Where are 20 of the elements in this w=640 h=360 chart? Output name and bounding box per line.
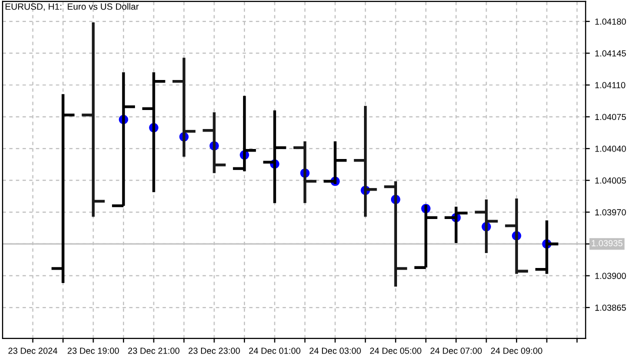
y-tick-label: 1.04040 — [595, 146, 626, 152]
y-tick-label: 1.03900 — [595, 272, 626, 279]
y-tick-label: 1.04145 — [595, 50, 626, 56]
y-tick-label: 1.03865 — [595, 304, 626, 311]
x-tick-label: 23 Dec 2024 — [8, 348, 58, 354]
chart-title: EURUSD, H1: Euro vs US Dollar — [6, 3, 139, 11]
x-tick-label: 23 Dec 23:00 — [188, 348, 240, 354]
x-tick-label: 24 Dec 03:00 — [310, 348, 361, 354]
x-tick-label: 24 Dec 09:00 — [490, 348, 542, 354]
ref-line-label: 1.03935 — [592, 240, 622, 246]
y-tick-label: 1.04005 — [595, 177, 626, 184]
y-tick-label: 1.04075 — [595, 114, 626, 120]
y-tick-label: 1.04110 — [595, 82, 626, 88]
y-tick-label: 1.04180 — [595, 18, 626, 25]
x-tick-label: 23 Dec 19:00 — [68, 348, 119, 354]
x-tick-label: 24 Dec 07:00 — [430, 348, 482, 354]
x-tick-label: 24 Dec 05:00 — [370, 348, 422, 354]
y-tick-label: 1.03970 — [595, 209, 626, 216]
x-tick-label: 24 Dec 01:00 — [249, 348, 300, 354]
x-tick-label: 23 Dec 21:00 — [128, 348, 180, 354]
